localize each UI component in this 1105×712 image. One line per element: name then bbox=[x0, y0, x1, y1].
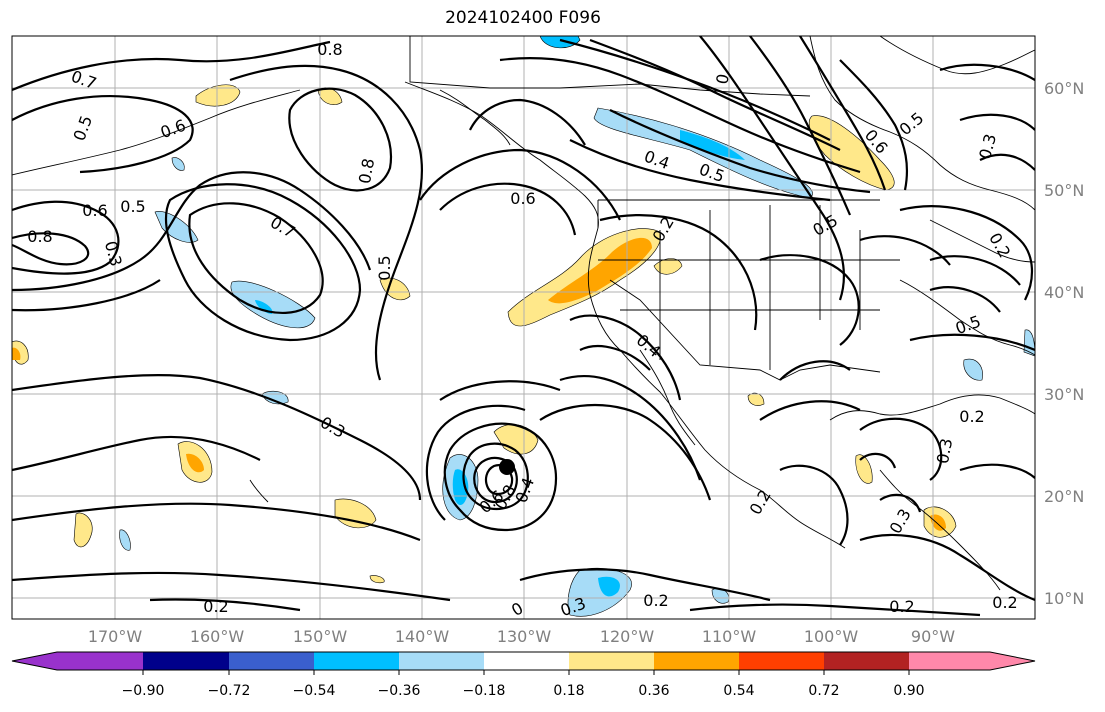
lon-label: 90°W bbox=[911, 627, 955, 646]
lat-label: 50°N bbox=[1044, 181, 1084, 200]
contour-label: 0.8 bbox=[355, 157, 378, 185]
lat-label: 60°N bbox=[1044, 79, 1084, 98]
lat-label: 10°N bbox=[1044, 589, 1084, 608]
colorbar-segment bbox=[314, 652, 399, 670]
lon-label: 100°W bbox=[804, 627, 859, 646]
yellow-area bbox=[747, 392, 765, 406]
lon-label: 110°W bbox=[702, 627, 757, 646]
colorbar-tick-label: −0.36 bbox=[378, 683, 421, 699]
colorbar-extend-right bbox=[990, 652, 1035, 670]
contour-label: 0.8 bbox=[317, 40, 342, 59]
blue-area bbox=[119, 529, 131, 551]
colorbar-tick-label: 0.90 bbox=[893, 683, 924, 699]
orange-area bbox=[186, 453, 204, 473]
blue-area bbox=[171, 157, 185, 171]
colorbar-segment bbox=[229, 652, 314, 670]
contour-label: 0.2 bbox=[203, 597, 228, 616]
contour-label: 0.2 bbox=[959, 407, 984, 426]
lon-label: 170°W bbox=[88, 627, 143, 646]
lat-label: 30°N bbox=[1044, 385, 1084, 404]
lon-label: 150°W bbox=[293, 627, 348, 646]
blue-area bbox=[598, 576, 620, 597]
orange-area bbox=[930, 514, 946, 531]
contour-lines bbox=[12, 36, 1035, 617]
colorbar-tick-label: 0.72 bbox=[808, 683, 839, 699]
lat-label: 20°N bbox=[1044, 487, 1084, 506]
colorbar-tick-label: 0.36 bbox=[638, 683, 669, 699]
colorbar-segment bbox=[569, 652, 654, 670]
colorbar-tick-label: 0.54 bbox=[723, 683, 754, 699]
colorbar-tick-label: −0.54 bbox=[293, 683, 336, 699]
lon-label: 140°W bbox=[395, 627, 450, 646]
lat-label: 40°N bbox=[1044, 283, 1084, 302]
orange-area bbox=[548, 237, 652, 304]
contour-label: 0.2 bbox=[992, 593, 1017, 612]
contour-label: 0.2 bbox=[643, 591, 668, 610]
colorbar-segment bbox=[654, 652, 739, 670]
colorbar: −0.90 −0.72 −0.54 −0.36 −0.18 0.18 0.36 … bbox=[11, 651, 1036, 699]
orange-area bbox=[12, 347, 21, 360]
colorbar-segment bbox=[739, 652, 824, 670]
shaded-anomalies bbox=[12, 36, 1035, 617]
colorbar-outline bbox=[11, 651, 1036, 671]
colorbar-extend-left bbox=[12, 652, 57, 670]
colorbar-segment bbox=[143, 652, 229, 670]
colorbar-segment bbox=[484, 652, 569, 670]
yellow-area bbox=[195, 84, 241, 107]
colorbar-segment bbox=[57, 652, 143, 670]
lon-label: 130°W bbox=[497, 627, 552, 646]
yellow-area bbox=[334, 498, 377, 529]
colorbar-tick-label: −0.72 bbox=[208, 683, 251, 699]
coastlines-and-borders bbox=[12, 36, 1035, 591]
longitude-labels: 170°W 160°W 150°W 140°W 130°W 120°W 110°… bbox=[88, 627, 955, 646]
yellow-area bbox=[73, 512, 93, 548]
colorbar-segment bbox=[824, 652, 909, 670]
colorbar-segment bbox=[909, 652, 990, 670]
colorbar-tick-label: −0.18 bbox=[463, 683, 506, 699]
latitude-labels: 60°N 50°N 40°N 30°N 20°N 10°N bbox=[1044, 79, 1084, 608]
contour-label: 0.5 bbox=[375, 255, 394, 280]
blue-area bbox=[963, 358, 983, 381]
contour-label: 0.5 bbox=[120, 197, 145, 216]
yellow-area bbox=[855, 454, 873, 484]
yellow-area bbox=[369, 575, 385, 584]
colorbar-segment bbox=[399, 652, 484, 670]
blue-area bbox=[539, 36, 581, 49]
contour-label: 0.6 bbox=[82, 201, 107, 220]
colorbar-tick-label: 0.18 bbox=[553, 683, 584, 699]
contour-label: 0.6 bbox=[510, 189, 535, 208]
contour-label: 0.2 bbox=[889, 597, 914, 616]
colorbar-tick-label: −0.90 bbox=[122, 683, 165, 699]
yellow-area bbox=[493, 424, 539, 455]
lon-label: 160°W bbox=[190, 627, 245, 646]
map-frame bbox=[11, 35, 1036, 620]
contour-label: 0.8 bbox=[27, 227, 52, 246]
contour-label: 0.3 bbox=[933, 437, 956, 465]
map-title: 2024102400 F096 bbox=[445, 8, 601, 28]
storm-center-marker bbox=[499, 459, 515, 475]
lon-label: 120°W bbox=[600, 627, 655, 646]
contour-label: 0 bbox=[712, 72, 732, 85]
